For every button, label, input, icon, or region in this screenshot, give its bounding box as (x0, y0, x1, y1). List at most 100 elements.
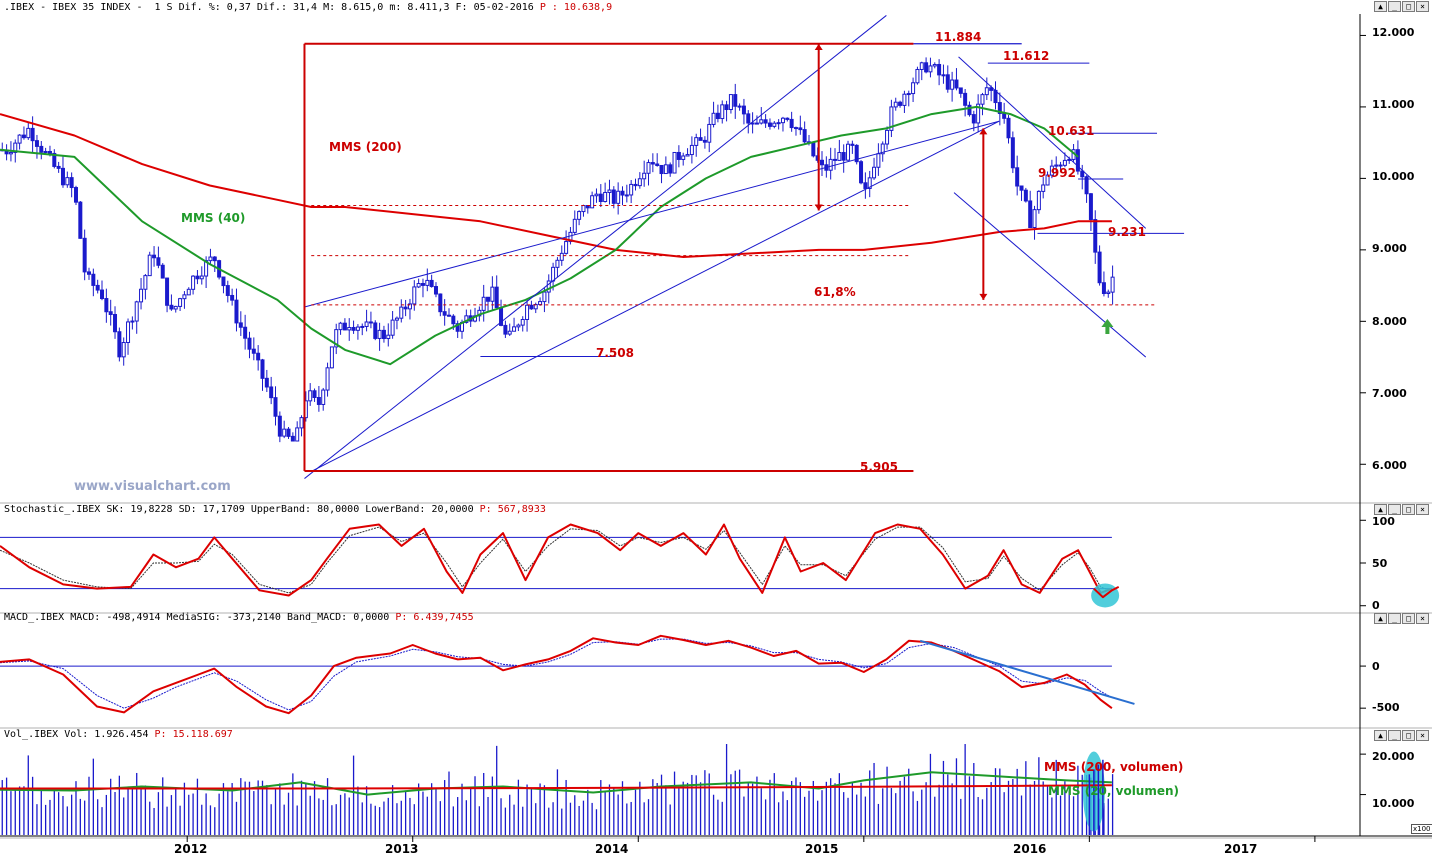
candle-body (191, 275, 196, 290)
candle-body (646, 162, 651, 174)
maximize-button[interactable]: □ (1402, 504, 1415, 515)
candle-body (577, 211, 582, 220)
stoch-sk-line (0, 523, 1113, 597)
vol-y-tick-20000: 20.000 (1372, 750, 1415, 763)
candle-body (52, 152, 57, 167)
candle-body (559, 252, 564, 261)
candle-body (776, 122, 781, 125)
minimize-button[interactable]: _ (1388, 613, 1401, 624)
candle-body (1015, 167, 1020, 187)
candle-body (594, 193, 599, 197)
candle-body (1045, 174, 1050, 186)
candle-body (139, 288, 144, 303)
candle-body (928, 65, 933, 73)
level-11884-label: 11.884 (935, 30, 982, 44)
candle-body (234, 299, 239, 324)
close-button[interactable]: × (1416, 1, 1429, 12)
candle-body (598, 193, 603, 203)
candle-body (668, 164, 673, 174)
candle-body (269, 386, 274, 399)
move-up-button[interactable]: ▲ (1374, 613, 1387, 624)
maximize-button[interactable]: □ (1402, 1, 1415, 12)
level-10631-label: 10.631 (1048, 124, 1095, 138)
candle-body (39, 145, 44, 153)
candle-body (316, 396, 321, 405)
candle-body (980, 94, 985, 105)
x-tick-2012: 2012 (174, 842, 208, 856)
candle-body (373, 322, 378, 339)
candle-body (186, 288, 191, 296)
macd-trend-line (919, 639, 1135, 705)
candle-body (377, 329, 382, 339)
minimize-button[interactable]: _ (1388, 1, 1401, 12)
y-tick-12000: 12.000 (1372, 26, 1415, 39)
candle-body (321, 389, 326, 405)
candle-body (872, 166, 877, 179)
candle-body (746, 113, 751, 124)
candle-body (507, 330, 512, 335)
x-tick-2016: 2016 (1013, 842, 1047, 856)
candle-body (1002, 112, 1007, 119)
upper-channel-line (304, 15, 887, 479)
candle-body (924, 62, 929, 73)
y-tick-10000: 10.000 (1372, 170, 1415, 183)
minimize-button[interactable]: _ (1388, 504, 1401, 515)
candle-body (351, 326, 356, 331)
candle-body (603, 191, 608, 203)
candle-body (238, 322, 243, 328)
candle-body (264, 377, 269, 388)
candle-body (616, 190, 621, 204)
candle-body (659, 164, 664, 175)
candle-body (104, 298, 109, 313)
candle-body (711, 112, 716, 125)
close-button[interactable]: × (1416, 730, 1429, 741)
candle-body (906, 93, 911, 96)
candle-body (837, 152, 842, 161)
candle-body (633, 183, 638, 187)
candle-body (880, 143, 885, 155)
candle-body (611, 189, 616, 204)
candle-body (1006, 117, 1011, 139)
candle-body (1058, 164, 1063, 167)
candle-body (490, 286, 495, 302)
candle-body (34, 140, 39, 147)
candle-body (802, 129, 807, 143)
move-up-button[interactable]: ▲ (1374, 504, 1387, 515)
candle-body (403, 306, 408, 310)
arrow-head (979, 293, 988, 300)
candle-body (355, 326, 360, 331)
close-button[interactable]: × (1416, 504, 1429, 515)
candle-body (516, 324, 521, 328)
candle-body (772, 122, 777, 127)
candle-body (225, 285, 230, 296)
candle-body (56, 165, 61, 169)
candle-body (360, 325, 365, 328)
candle-body (1041, 184, 1046, 192)
close-button[interactable]: × (1416, 613, 1429, 624)
candle-body (763, 119, 768, 124)
candle-body (715, 112, 720, 120)
candle-body (230, 294, 235, 301)
candle-body (1110, 276, 1115, 293)
maximize-button[interactable]: □ (1402, 730, 1415, 741)
candle-body (741, 105, 746, 115)
volume-panel-header: Vol_.IBEX Vol: 1.926.454 P: 15.118.697 (4, 729, 233, 740)
candle-body (798, 127, 803, 131)
candle-body (256, 352, 261, 361)
stoch-y-tick-100: 100 (1372, 515, 1395, 528)
candle-body (95, 284, 100, 291)
move-up-button[interactable]: ▲ (1374, 1, 1387, 12)
candle-body (87, 271, 92, 275)
candle-body (126, 321, 131, 344)
move-up-button[interactable]: ▲ (1374, 730, 1387, 741)
candle-body (1075, 149, 1080, 172)
candle-body (429, 279, 434, 288)
minimize-button[interactable]: _ (1388, 730, 1401, 741)
vol-mms20-label: MMS (20, volumen) (1048, 784, 1180, 798)
candle-body (520, 318, 525, 326)
candle-body (117, 331, 122, 358)
candle-body (893, 101, 898, 108)
candle-body (273, 397, 278, 417)
candle-body (919, 62, 924, 70)
maximize-button[interactable]: □ (1402, 613, 1415, 624)
